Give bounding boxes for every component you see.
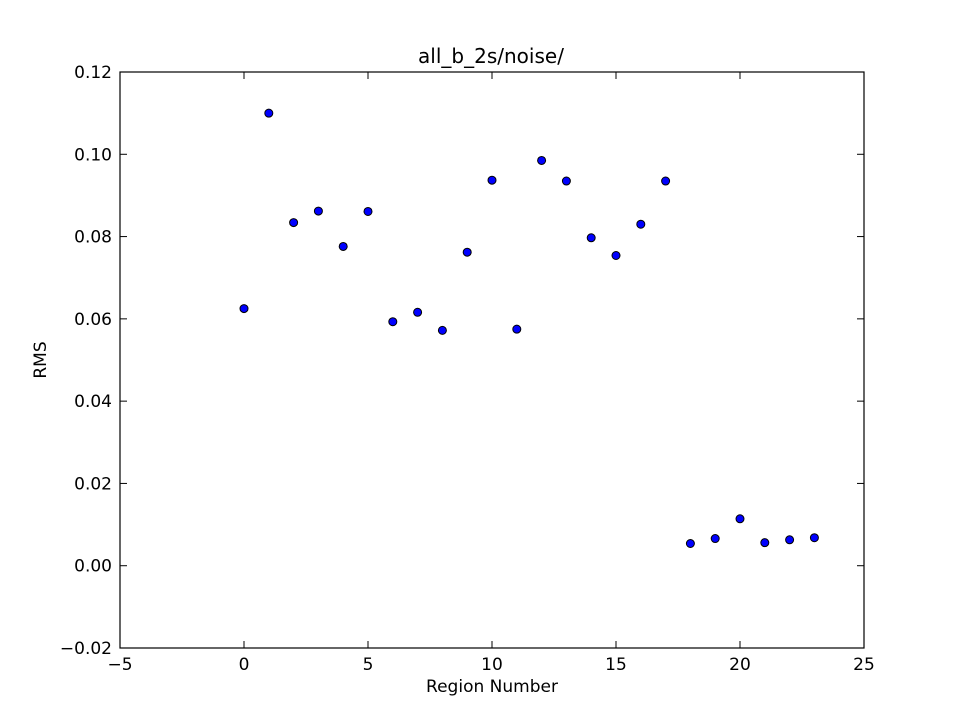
data-point [637,220,645,228]
x-tick-label: 15 [605,655,627,675]
data-point [513,325,521,333]
data-point [686,539,694,547]
data-point [414,308,422,316]
data-point [438,326,446,334]
y-tick-label: 0.00 [74,557,112,577]
x-tick-label: 5 [363,655,374,675]
data-point [612,251,620,259]
data-point [265,109,273,117]
x-tick-label: 25 [853,655,875,675]
axis-ticks: −5 0 5 10 15 20 25−0.020.000.020.040.060.080.1… [60,63,875,675]
y-tick-label: 0.08 [74,228,112,248]
y-tick-label: 0.06 [74,310,112,330]
plot-frame [120,72,864,648]
y-tick-label: 0.02 [74,474,112,494]
data-point [488,176,496,184]
x-tick-label: 0 [239,655,250,675]
data-point [240,305,248,313]
x-tick-label: 10 [481,655,503,675]
data-point [662,177,670,185]
chart-title: all_b_2s/noise/ [418,44,564,68]
y-axis-label: RMS [31,341,51,378]
data-point [810,534,818,542]
data-point [389,318,397,326]
data-point [786,536,794,544]
data-point [290,219,298,227]
data-point [364,207,372,215]
y-tick-label: −0.02 [60,639,112,659]
x-tick-label: 20 [729,655,751,675]
data-point [711,535,719,543]
x-axis-label: Region Number [426,677,558,697]
y-tick-label: 0.10 [74,145,112,165]
data-point [587,234,595,242]
y-tick-label: 0.12 [74,63,112,83]
data-point [538,156,546,164]
y-tick-label: 0.04 [74,392,112,412]
data-point [562,177,570,185]
data-point [339,242,347,250]
data-point [761,539,769,547]
data-points [240,109,818,547]
data-point [314,207,322,215]
data-point [736,515,744,523]
data-point [463,248,471,256]
